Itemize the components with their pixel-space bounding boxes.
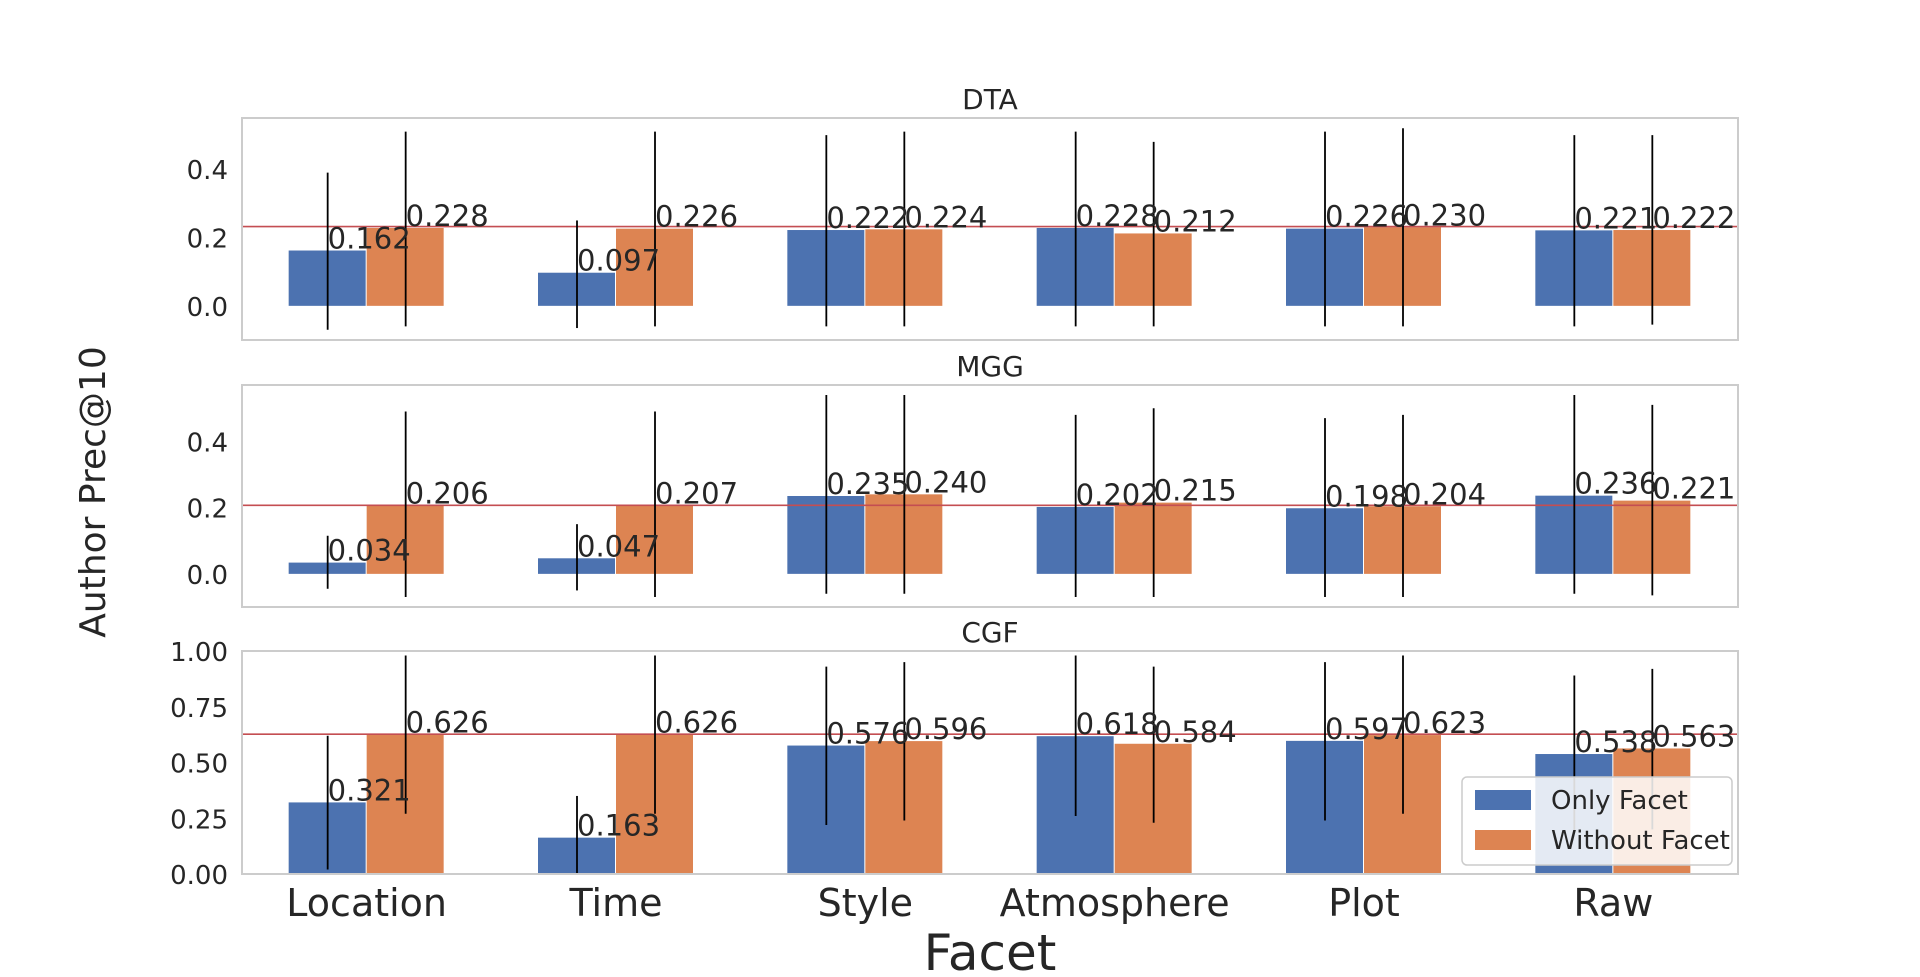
y-tick-label: 0.2 [187, 495, 228, 525]
y-tick-label: 0.50 [170, 750, 228, 780]
legend-label-without-facet: Without Facet [1551, 826, 1730, 856]
data-label-only-facet: 0.236 [1574, 467, 1657, 501]
data-label-only-facet: 0.047 [577, 529, 660, 563]
data-label-without-facet: 0.222 [1652, 201, 1735, 235]
y-tick-label: 0.4 [187, 156, 228, 186]
data-label-only-facet: 0.202 [1076, 478, 1159, 512]
panel-frame [241, 384, 1739, 608]
y-tick-label: 0.0 [187, 561, 228, 591]
data-label-only-facet: 0.162 [328, 222, 411, 256]
data-label-only-facet: 0.597 [1325, 712, 1408, 746]
x-tick-label: Style [818, 881, 913, 925]
x-tick-label: Raw [1573, 881, 1653, 925]
data-label-without-facet: 0.230 [1403, 198, 1486, 232]
legend-swatch-without-facet [1475, 830, 1531, 850]
data-label-only-facet: 0.321 [328, 773, 411, 807]
panel-title: DTA [962, 83, 1018, 116]
data-label-without-facet: 0.204 [1403, 477, 1486, 511]
data-label-only-facet: 0.618 [1076, 707, 1159, 741]
data-label-only-facet: 0.226 [1325, 200, 1408, 234]
data-label-without-facet: 0.206 [406, 477, 489, 511]
data-label-without-facet: 0.596 [904, 712, 987, 746]
x-tick-label: Location [286, 881, 447, 925]
y-tick-label: 0.4 [187, 428, 228, 458]
data-label-only-facet: 0.228 [1076, 199, 1159, 233]
data-label-without-facet: 0.240 [904, 465, 987, 499]
data-label-only-facet: 0.198 [1325, 479, 1408, 513]
y-tick-label: 0.75 [170, 694, 228, 724]
data-label-only-facet: 0.034 [328, 534, 411, 568]
data-label-only-facet: 0.221 [1574, 201, 1657, 235]
legend: Only Facet Without Facet [1461, 776, 1733, 866]
x-tick-label: Time [569, 881, 663, 925]
x-tick-label: Plot [1328, 881, 1400, 925]
data-label-without-facet: 0.626 [655, 705, 738, 739]
data-label-without-facet: 0.212 [1154, 204, 1237, 238]
data-label-without-facet: 0.228 [406, 199, 489, 233]
x-tick-label: Atmosphere [1000, 881, 1230, 925]
data-label-only-facet: 0.163 [577, 809, 660, 843]
y-axis-label: Author Prec@10 [73, 346, 114, 637]
y-tick-label: 0.2 [187, 225, 228, 255]
y-tick-label: 0.0 [187, 293, 228, 323]
data-label-without-facet: 0.207 [655, 476, 738, 510]
legend-swatch-only-facet [1475, 790, 1531, 810]
data-label-without-facet: 0.221 [1652, 472, 1735, 506]
legend-label-only-facet: Only Facet [1551, 786, 1688, 816]
panel-frame [241, 650, 1739, 875]
data-label-only-facet: 0.097 [577, 244, 660, 278]
data-label-without-facet: 0.584 [1154, 715, 1237, 749]
y-tick-label: 0.00 [170, 861, 228, 891]
panel-title: MGG [956, 350, 1024, 383]
data-label-without-facet: 0.224 [904, 200, 987, 234]
panel-frame [241, 117, 1739, 341]
data-label-without-facet: 0.623 [1403, 706, 1486, 740]
y-tick-label: 1.00 [170, 638, 228, 668]
data-label-only-facet: 0.538 [1574, 725, 1657, 759]
y-tick-label: 0.25 [170, 805, 228, 835]
data-label-only-facet: 0.576 [826, 717, 909, 751]
panel-title: CGF [961, 616, 1018, 649]
data-label-without-facet: 0.626 [406, 705, 489, 739]
data-label-only-facet: 0.235 [826, 467, 909, 501]
data-label-without-facet: 0.226 [655, 200, 738, 234]
data-label-without-facet: 0.563 [1652, 719, 1735, 753]
x-tick-labels: Location Time Style Atmosphere Plot Raw [286, 881, 1653, 925]
data-label-only-facet: 0.222 [826, 201, 909, 235]
data-label-without-facet: 0.215 [1154, 474, 1237, 508]
x-axis-label: Facet [924, 924, 1057, 977]
